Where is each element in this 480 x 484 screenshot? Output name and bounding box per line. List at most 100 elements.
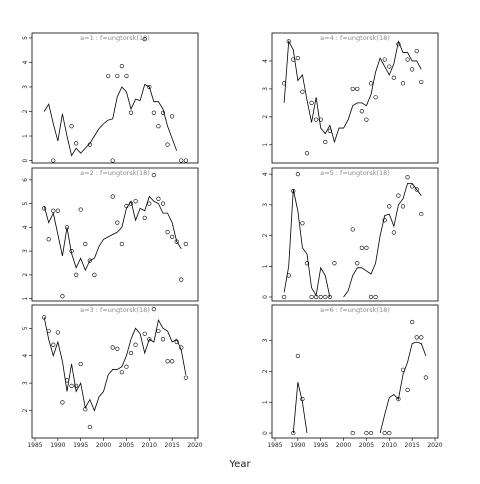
x-tick-label: 2015 xyxy=(405,442,420,449)
data-point xyxy=(304,151,310,156)
data-point xyxy=(74,272,79,277)
data-point xyxy=(170,114,175,119)
data-point xyxy=(42,315,47,320)
y-tick-label: 1 xyxy=(262,264,269,268)
data-point xyxy=(115,346,120,351)
x-axis-label: Year xyxy=(228,459,251,470)
data-point xyxy=(405,57,410,62)
data-point xyxy=(119,241,124,247)
data-point xyxy=(151,173,156,178)
data-point xyxy=(391,75,396,80)
data-point xyxy=(291,57,296,62)
data-point xyxy=(170,234,175,239)
x-tick-label: 1990 xyxy=(50,442,65,449)
y-tick-label: 2 xyxy=(262,115,269,119)
y-tick-label: 0 xyxy=(22,158,29,162)
data-point xyxy=(318,117,323,122)
data-point xyxy=(282,294,287,300)
y-tick-label: 1 xyxy=(262,400,269,404)
data-point xyxy=(87,258,92,263)
data-point xyxy=(87,424,92,430)
data-point xyxy=(295,56,300,61)
data-point xyxy=(83,241,88,247)
y-tick-label: 4 xyxy=(262,59,269,63)
data-point xyxy=(387,204,392,209)
y-tick-label: 2 xyxy=(22,408,29,412)
x-tick-label: 2010 xyxy=(382,442,397,449)
panel-title: a=1 : f=ungtorsk(18) xyxy=(80,34,150,42)
data-point xyxy=(69,124,74,129)
data-point xyxy=(309,100,314,105)
data-point xyxy=(396,42,401,47)
data-point xyxy=(300,221,305,226)
data-point xyxy=(92,272,97,277)
data-point xyxy=(387,64,392,69)
data-point xyxy=(51,342,56,347)
data-point xyxy=(387,430,392,436)
data-point xyxy=(318,294,323,300)
data-point xyxy=(174,239,179,244)
y-tick-label: 0 xyxy=(262,431,269,435)
panel-frame xyxy=(271,167,439,302)
data-point xyxy=(69,249,74,254)
y-tick-label: 3 xyxy=(22,85,29,89)
data-point xyxy=(286,39,291,44)
panel-frame xyxy=(31,304,199,439)
data-point xyxy=(323,294,328,300)
y-tick-label: 4 xyxy=(22,354,29,358)
data-point xyxy=(156,196,161,201)
data-point xyxy=(332,261,337,266)
data-point xyxy=(309,294,314,300)
data-point xyxy=(286,273,291,278)
data-point xyxy=(165,142,170,147)
data-point xyxy=(414,335,419,340)
panel-frame xyxy=(31,32,199,164)
data-point xyxy=(165,359,170,364)
data-point xyxy=(323,139,328,145)
data-point xyxy=(170,359,175,364)
data-point xyxy=(327,294,332,300)
data-point xyxy=(42,206,47,211)
data-point xyxy=(69,383,74,388)
data-point xyxy=(128,201,134,206)
data-point xyxy=(160,201,166,206)
data-point xyxy=(119,370,124,375)
data-point xyxy=(51,158,56,163)
data-point xyxy=(364,117,369,122)
data-point xyxy=(359,109,364,114)
data-point xyxy=(174,339,179,345)
data-point xyxy=(368,430,374,436)
data-point xyxy=(128,350,134,356)
fit-line xyxy=(283,40,422,144)
fit-line xyxy=(292,341,427,434)
data-point xyxy=(142,331,147,336)
data-point xyxy=(183,158,188,163)
data-point xyxy=(142,37,147,42)
data-point xyxy=(183,375,188,380)
data-point xyxy=(410,184,415,189)
data-point xyxy=(151,110,156,115)
data-point xyxy=(304,261,310,266)
data-point xyxy=(147,337,152,342)
panel-frame xyxy=(31,167,199,302)
x-tick-label: 2020 xyxy=(187,442,202,449)
fit-line xyxy=(283,182,422,298)
data-point xyxy=(314,294,319,300)
data-point xyxy=(391,230,396,235)
y-tick-label: 0 xyxy=(262,295,269,299)
data-point xyxy=(64,225,70,230)
y-tick-label: 1 xyxy=(22,297,29,301)
data-point xyxy=(382,430,387,436)
data-point xyxy=(396,397,401,402)
data-point xyxy=(179,277,184,282)
data-point xyxy=(382,218,387,223)
data-point xyxy=(414,187,419,192)
data-point xyxy=(405,387,410,392)
data-point xyxy=(179,345,184,350)
data-point xyxy=(373,294,378,300)
y-tick-label: 3 xyxy=(262,87,269,91)
y-tick-label: 5 xyxy=(22,36,29,40)
data-point xyxy=(115,220,120,225)
y-tick-label: 2 xyxy=(22,273,29,277)
data-point xyxy=(291,430,296,436)
